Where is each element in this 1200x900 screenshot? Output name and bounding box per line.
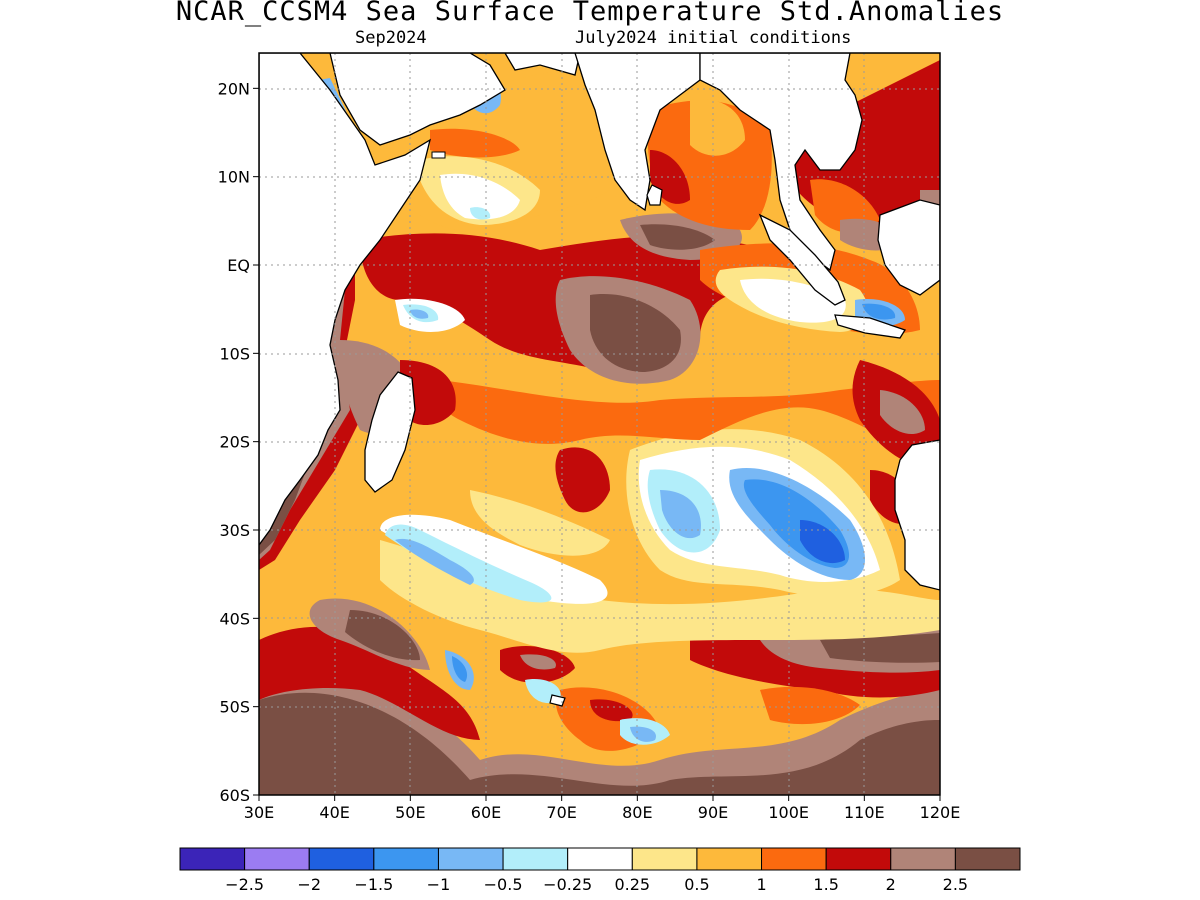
y-tick-label: 10N	[218, 168, 250, 187]
colorbar-label: −1	[427, 875, 451, 894]
x-tick-label: 120E	[920, 803, 961, 822]
x-tick-label: 70E	[546, 803, 576, 822]
x-tick-label: 90E	[698, 803, 728, 822]
colorbar-swatch	[503, 848, 568, 870]
colorbar-label: 2	[886, 875, 896, 894]
colorbar-swatch	[955, 848, 1020, 870]
x-axis: 30E 40E 50E 60E 70E 80E 90E 100E 110E 120E	[244, 795, 961, 822]
colorbar-swatch	[697, 848, 762, 870]
colorbar: −2.5 −2 −1.5 −1 −0.5 −0.25 0.25 0.5 1 1.5 2 2.5	[180, 848, 1020, 894]
colorbar-swatch	[632, 848, 697, 870]
colorbar-swatch	[245, 848, 310, 870]
colorbar-swatch	[309, 848, 374, 870]
y-tick-label: 40S	[219, 609, 250, 628]
x-tick-label: 80E	[622, 803, 652, 822]
y-axis: 20N 10N EQ 10S 20S 30S 40S 50S 60S	[218, 79, 259, 805]
colorbar-swatch	[568, 848, 633, 870]
colorbar-swatch	[826, 848, 891, 870]
x-tick-label: 30E	[244, 803, 274, 822]
anomaly-map: 30E 40E 50E 60E 70E 80E 90E 100E 110E 120E 20N 10N…	[0, 0, 1200, 900]
y-tick-label: 20S	[219, 433, 250, 452]
colorbar-swatch	[438, 848, 503, 870]
y-tick-label: 10S	[219, 344, 250, 363]
colorbar-label: 2.5	[943, 875, 968, 894]
colorbar-swatch	[891, 848, 956, 870]
colorbar-swatch	[374, 848, 439, 870]
colorbar-swatch	[180, 848, 245, 870]
colorbar-label: 1.5	[813, 875, 838, 894]
y-tick-label: 50S	[219, 698, 250, 717]
colorbar-label: 1	[756, 875, 766, 894]
colorbar-label: 0.25	[614, 875, 650, 894]
colorbar-label: −0.25	[543, 875, 592, 894]
colorbar-label: −1.5	[354, 875, 393, 894]
x-tick-label: 40E	[319, 803, 349, 822]
colorbar-label: −2.5	[225, 875, 264, 894]
y-tick-label: EQ	[227, 256, 250, 275]
x-tick-label: 100E	[768, 803, 809, 822]
y-tick-label: 20N	[218, 79, 250, 98]
colorbar-label: −2	[297, 875, 321, 894]
colorbar-label: −0.5	[484, 875, 523, 894]
x-tick-label: 50E	[395, 803, 425, 822]
colorbar-label: 0.5	[684, 875, 709, 894]
colorbar-swatch	[762, 848, 827, 870]
x-tick-label: 60E	[471, 803, 501, 822]
y-tick-label: 60S	[219, 786, 250, 805]
sst-anomaly-field	[259, 53, 940, 800]
x-tick-label: 110E	[844, 803, 885, 822]
y-tick-label: 30S	[219, 521, 250, 540]
